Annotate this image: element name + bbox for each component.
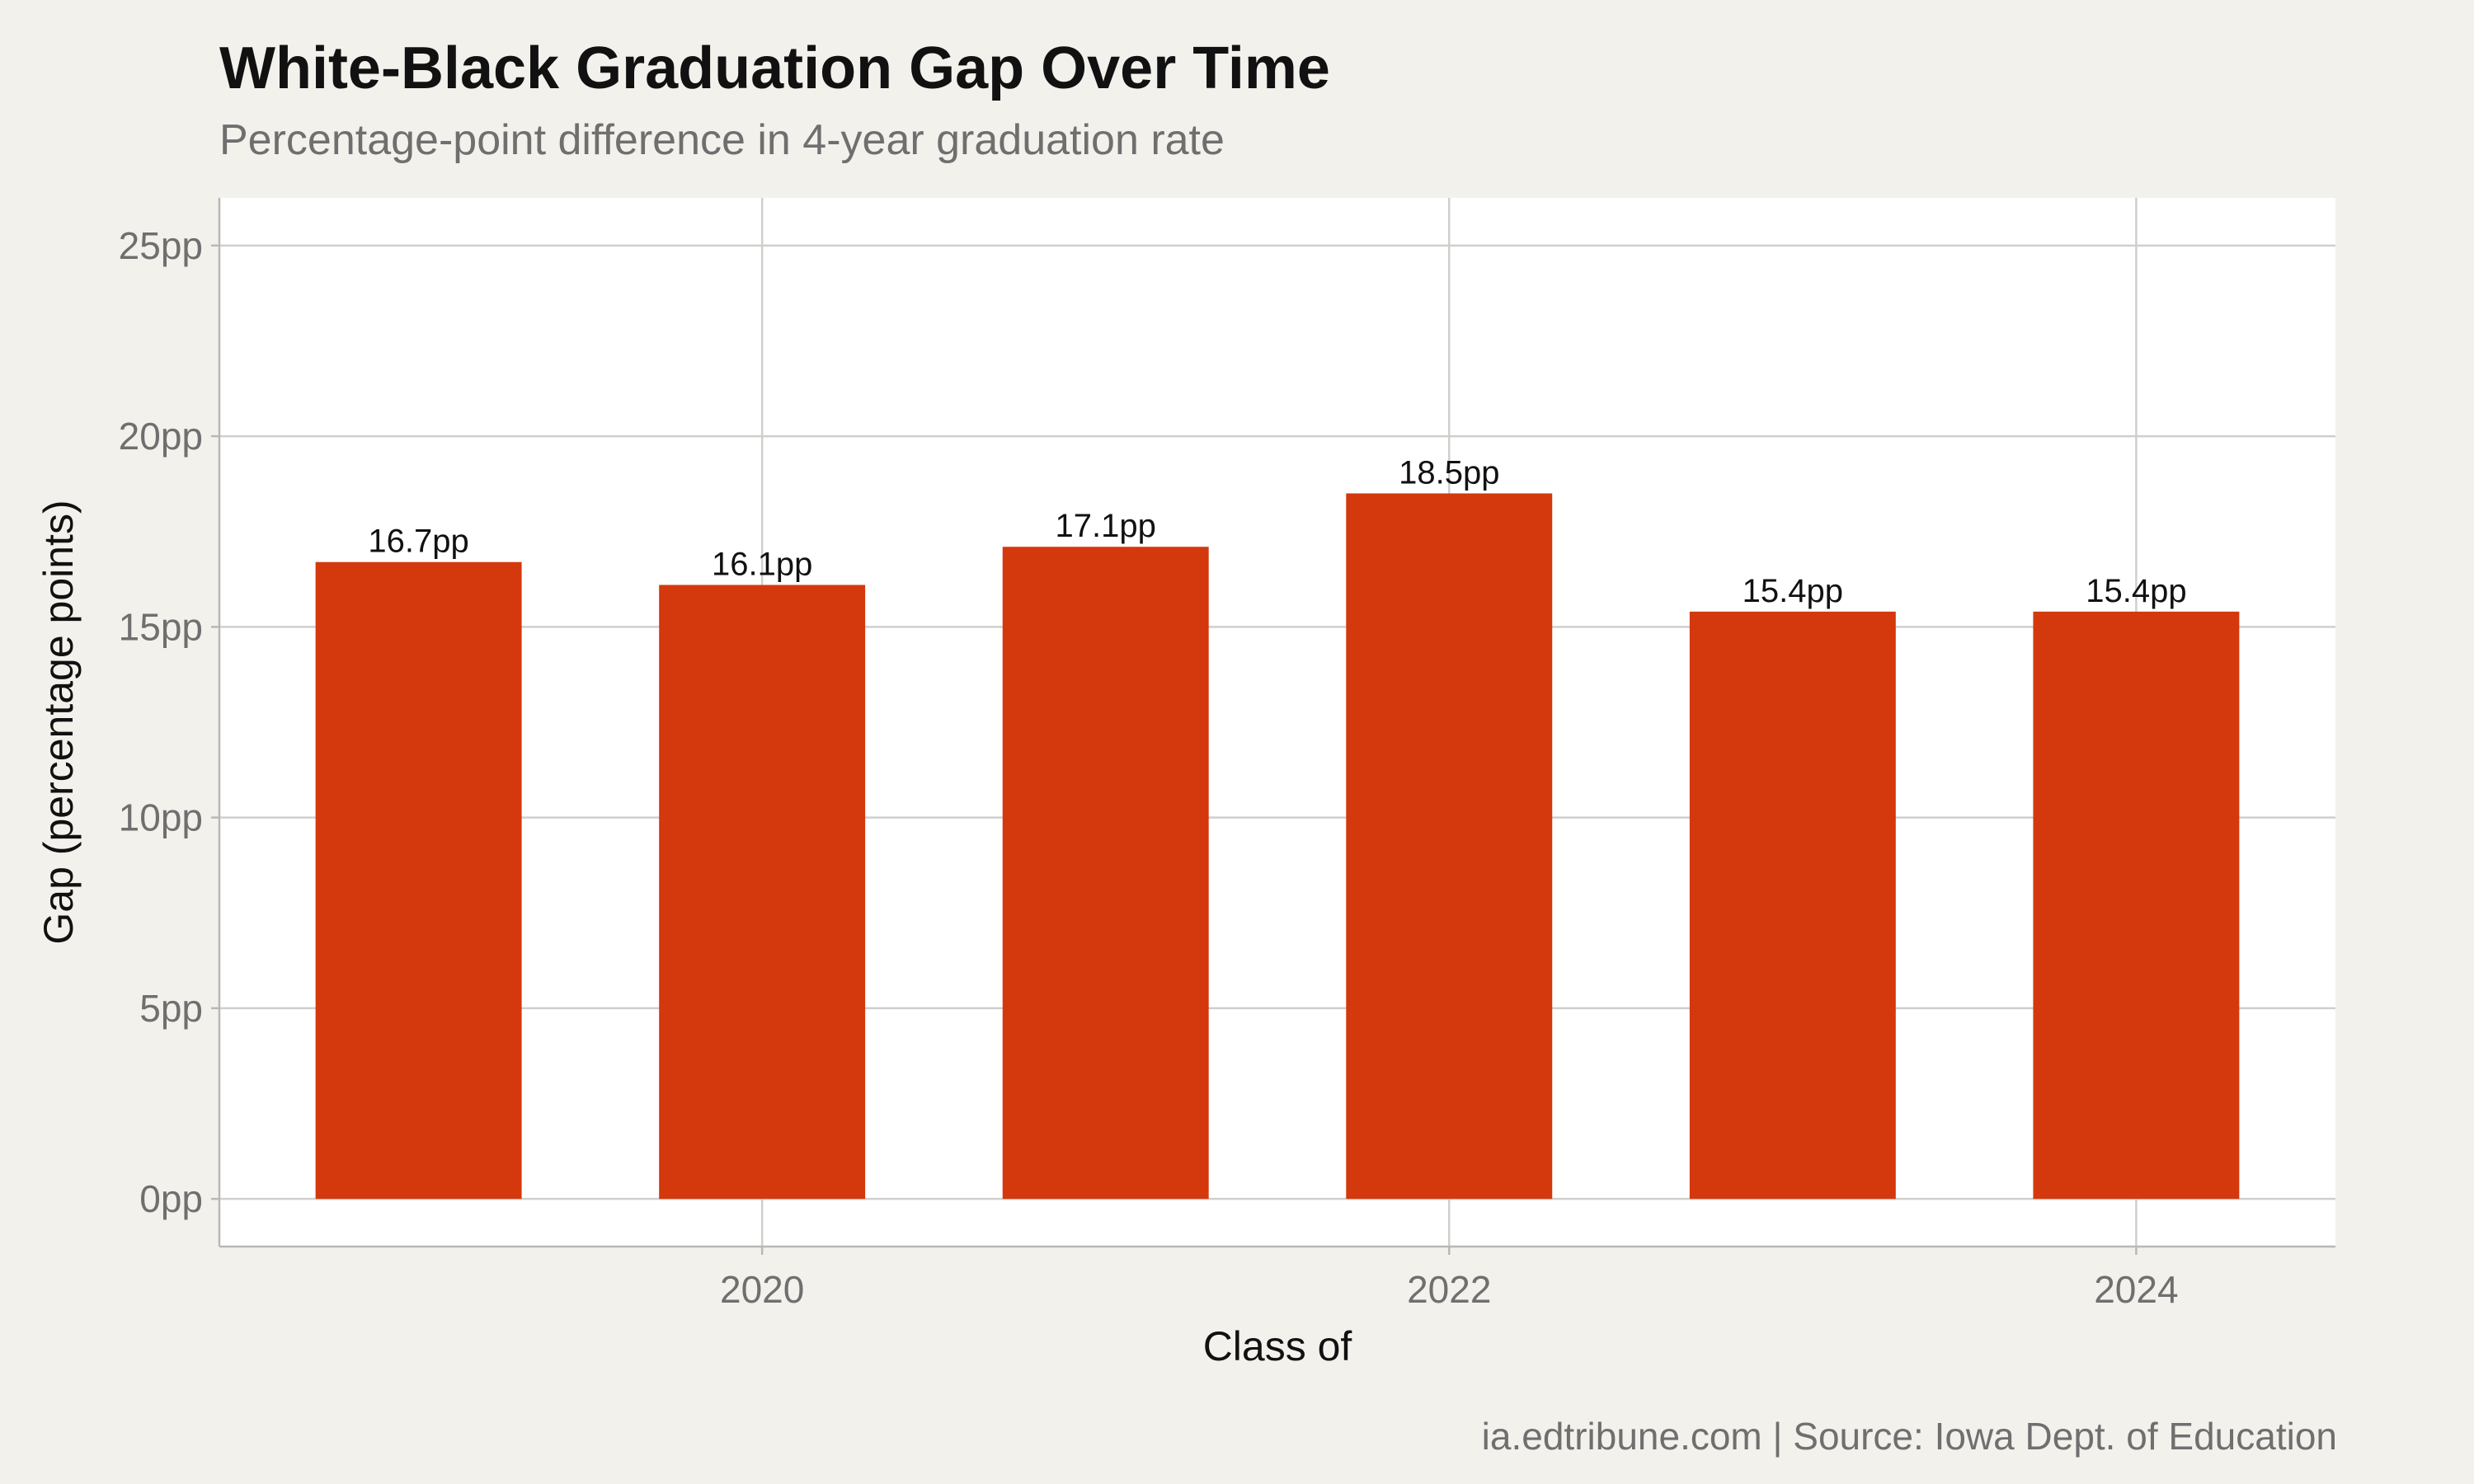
y-axis-title: Gap (percentage points) — [35, 500, 82, 944]
y-tick-label: 15pp — [119, 605, 203, 648]
y-tick-label: 20pp — [119, 415, 203, 458]
chart-title: White-Black Graduation Gap Over Time — [219, 35, 1330, 101]
axes — [218, 198, 2335, 1248]
bar-2020 — [659, 585, 866, 1200]
bars — [315, 493, 2240, 1200]
x-axis-title: Class of — [1203, 1323, 1352, 1369]
x-tick-label: 2024 — [2094, 1268, 2178, 1311]
y-tick-label: 10pp — [119, 796, 203, 839]
bar-2019 — [315, 561, 522, 1200]
bar-2022 — [1346, 493, 1553, 1200]
bar-2023 — [1689, 611, 1896, 1200]
bar-label-2023: 15.4pp — [1743, 573, 1843, 609]
plot-panel — [219, 198, 2335, 1247]
bar-2024 — [2033, 611, 2240, 1200]
bar-2021 — [1002, 547, 1209, 1200]
y-tick-label: 0pp — [139, 1177, 203, 1220]
bar-label-2022: 18.5pp — [1399, 454, 1499, 491]
bar-label-2024: 15.4pp — [2086, 573, 2186, 609]
x-tick-label: 2020 — [720, 1268, 804, 1311]
chart-subtitle: Percentage-point difference in 4-year gr… — [219, 116, 1225, 164]
chart-caption: ia.edtribune.com | Source: Iowa Dept. of… — [1481, 1415, 2337, 1458]
bar-label-2019: 16.7pp — [368, 524, 468, 560]
y-tick-label: 25pp — [119, 224, 203, 267]
y-tick-label: 5pp — [139, 987, 203, 1030]
bar-labels: 16.7pp 16.1pp 17.1pp 18.5pp 15.4pp 15.4pp — [368, 454, 2186, 608]
bar-label-2021: 17.1pp — [1056, 508, 1156, 544]
bar-label-2020: 16.1pp — [712, 546, 812, 582]
y-axis-ticks: 0pp 5pp 10pp 15pp 20pp 25pp — [119, 224, 219, 1220]
x-axis-ticks: 2020 2022 2024 — [720, 1247, 2179, 1311]
x-tick-label: 2022 — [1407, 1268, 1491, 1311]
